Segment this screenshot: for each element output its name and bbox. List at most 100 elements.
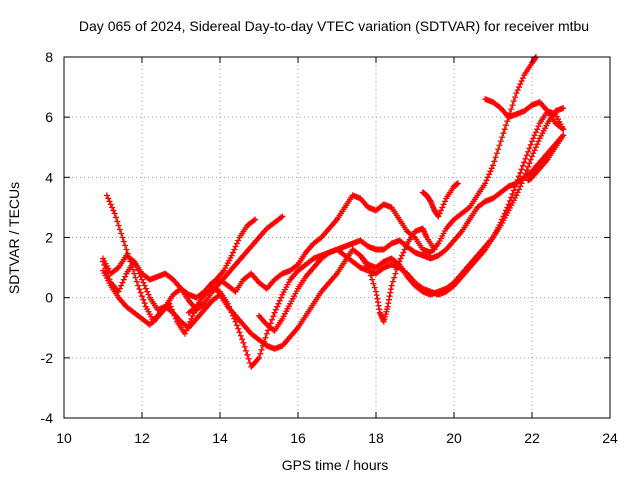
data-point bbox=[231, 315, 238, 322]
data-point bbox=[392, 270, 399, 277]
data-point bbox=[560, 132, 567, 139]
data-point bbox=[400, 249, 407, 256]
data-point bbox=[367, 272, 374, 279]
data-point bbox=[516, 186, 522, 193]
data-point bbox=[395, 262, 402, 269]
data-point bbox=[140, 279, 147, 286]
data-point bbox=[387, 289, 394, 296]
data-point bbox=[279, 213, 286, 220]
data-point bbox=[226, 303, 233, 310]
data-point bbox=[529, 153, 535, 160]
y-tick-label: -2 bbox=[41, 350, 54, 366]
data-point bbox=[523, 152, 530, 159]
data-point bbox=[514, 87, 521, 94]
data-point bbox=[141, 300, 148, 307]
data-point bbox=[487, 168, 494, 175]
data-point bbox=[145, 291, 152, 298]
data-point bbox=[235, 237, 242, 244]
data-point bbox=[435, 213, 442, 220]
data-marks bbox=[100, 54, 567, 370]
data-point bbox=[200, 301, 207, 308]
data-point bbox=[505, 201, 512, 208]
data-point bbox=[513, 180, 520, 187]
data-point bbox=[527, 156, 534, 163]
data-point bbox=[188, 315, 195, 322]
x-tick-label: 18 bbox=[368, 430, 384, 446]
data-point bbox=[144, 288, 151, 295]
data-point bbox=[129, 257, 136, 264]
data-point bbox=[120, 276, 127, 283]
data-point bbox=[239, 336, 246, 343]
data-point bbox=[115, 222, 122, 229]
data-point bbox=[116, 285, 123, 292]
grid-lines bbox=[64, 57, 610, 418]
data-point bbox=[560, 105, 567, 112]
data-point bbox=[142, 285, 149, 292]
y-tick-label: 4 bbox=[45, 169, 53, 185]
data-point bbox=[441, 198, 448, 205]
data-point bbox=[369, 276, 376, 283]
x-tick-label: 10 bbox=[56, 430, 72, 446]
data-point bbox=[371, 284, 378, 291]
data-point bbox=[232, 318, 239, 325]
data-point bbox=[293, 262, 300, 269]
data-point bbox=[497, 138, 504, 145]
data-point bbox=[278, 294, 285, 301]
data-point bbox=[503, 122, 509, 129]
data-point bbox=[514, 176, 521, 183]
data-point bbox=[517, 169, 524, 176]
data-point bbox=[486, 171, 493, 178]
data-point bbox=[488, 165, 495, 172]
data-point bbox=[118, 230, 125, 237]
data-point bbox=[122, 273, 129, 280]
data-point bbox=[501, 126, 508, 133]
data-point bbox=[131, 270, 138, 277]
data-point bbox=[496, 142, 503, 149]
data-point bbox=[258, 346, 265, 353]
data-point bbox=[370, 280, 377, 287]
data-point bbox=[236, 329, 243, 336]
data-point bbox=[240, 339, 247, 346]
data-point bbox=[388, 282, 395, 289]
data-point bbox=[231, 246, 238, 253]
data-point bbox=[389, 278, 396, 285]
data-point bbox=[500, 130, 507, 137]
series-trace-8 bbox=[419, 180, 461, 220]
data-point bbox=[123, 246, 130, 253]
data-point bbox=[526, 160, 533, 167]
data-point bbox=[113, 214, 119, 221]
data-point bbox=[399, 252, 405, 259]
data-point bbox=[391, 274, 398, 281]
data-point bbox=[122, 242, 129, 249]
data-point bbox=[235, 325, 242, 332]
data-point bbox=[531, 132, 538, 139]
data-point bbox=[271, 309, 278, 316]
data-point bbox=[245, 355, 252, 362]
series-trace-6 bbox=[256, 108, 567, 334]
data-point bbox=[516, 84, 522, 91]
x-tick-label: 12 bbox=[134, 430, 150, 446]
data-point bbox=[119, 234, 126, 241]
data-point bbox=[397, 255, 404, 262]
y-tick-label: -4 bbox=[41, 410, 54, 426]
data-point bbox=[111, 210, 118, 217]
data-point bbox=[261, 338, 268, 345]
data-point bbox=[106, 198, 113, 205]
data-point bbox=[241, 343, 248, 350]
x-tick-label: 22 bbox=[524, 430, 540, 446]
data-point bbox=[497, 219, 504, 226]
data-point bbox=[483, 177, 490, 184]
data-point bbox=[535, 138, 542, 145]
data-point bbox=[509, 190, 516, 197]
data-point bbox=[518, 78, 525, 85]
data-point bbox=[233, 240, 240, 247]
data-point bbox=[522, 155, 529, 162]
data-point bbox=[120, 238, 127, 245]
data-point bbox=[492, 154, 499, 161]
data-point bbox=[531, 147, 538, 154]
x-axis-label: GPS time / hours bbox=[282, 457, 389, 473]
data-point bbox=[256, 354, 262, 361]
y-tick-label: 0 bbox=[45, 290, 53, 306]
data-point bbox=[139, 293, 145, 300]
series-trace-10 bbox=[525, 132, 567, 184]
